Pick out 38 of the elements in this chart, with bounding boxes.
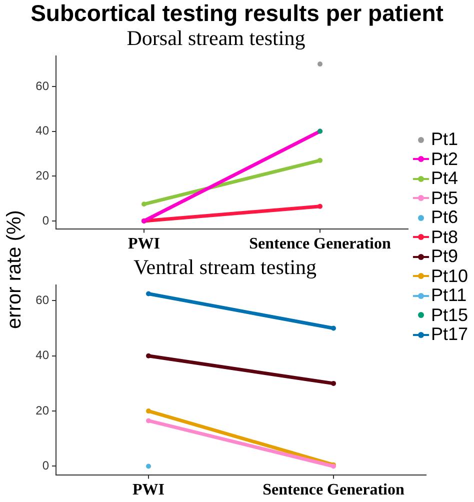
point xyxy=(146,464,151,469)
point xyxy=(318,204,322,209)
chart-title: Ventral stream testing xyxy=(133,255,318,280)
legend-label: Pt8 xyxy=(431,226,458,247)
legend-label: Pt1 xyxy=(431,129,458,150)
legend-label: Pt5 xyxy=(431,188,458,208)
x-tick-label: PWI xyxy=(128,236,160,253)
legend-label: Pt9 xyxy=(431,246,458,266)
y-tick-label: 0 xyxy=(42,458,50,473)
legend-label: Pt11 xyxy=(431,285,467,306)
point xyxy=(146,408,151,414)
y-tick-label: 40 xyxy=(36,124,50,138)
x-tick-label: Sentence Generation xyxy=(249,236,391,253)
legend-label: Pt2 xyxy=(431,148,458,169)
point xyxy=(146,291,151,296)
y-tick-label: 0 xyxy=(42,213,50,228)
y-tick-label: 20 xyxy=(36,168,50,182)
y-tick-label: 60 xyxy=(36,78,50,93)
y-tick-label: 60 xyxy=(36,292,50,307)
point xyxy=(146,418,151,424)
y-tick-label: 20 xyxy=(36,403,50,418)
legend-label: Pt15 xyxy=(431,304,468,325)
y-tick-label: 40 xyxy=(36,348,50,362)
chart-subtitle: Dorsal stream testing xyxy=(126,26,306,50)
point xyxy=(318,158,322,163)
point xyxy=(331,326,336,331)
point xyxy=(146,353,151,358)
y-axis-title: error rate (%) xyxy=(4,209,26,331)
legend-label: Pt10 xyxy=(431,266,468,286)
point xyxy=(142,202,146,207)
legend-label: Pt4 xyxy=(431,168,458,188)
legend-label: Pt6 xyxy=(431,207,458,228)
x-tick-label: PWI xyxy=(132,482,164,499)
x-tick-label: Sentence Generation xyxy=(262,482,404,499)
point xyxy=(331,380,336,386)
point xyxy=(318,62,322,67)
legend-label: Pt17 xyxy=(431,324,468,344)
chart-title: Subcortical testing results per patient xyxy=(30,0,444,27)
